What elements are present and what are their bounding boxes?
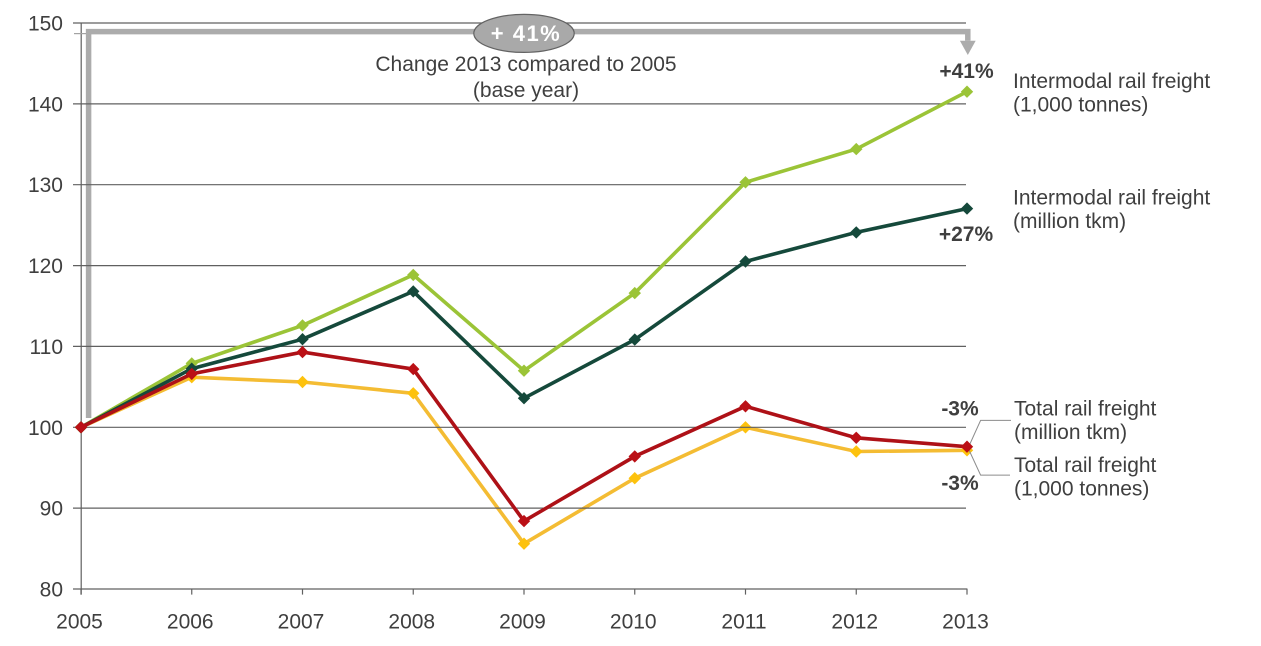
svg-text:-3%: -3% [941,398,979,421]
svg-text:(million tkm): (million tkm) [1013,210,1126,233]
svg-text:Intermodal rail freight: Intermodal rail freight [1013,186,1210,209]
svg-text:+ 41%: + 41% [491,21,562,46]
svg-text:(base year): (base year) [473,79,579,102]
svg-text:2005: 2005 [56,610,103,633]
svg-text:80: 80 [40,579,63,602]
svg-text:+41%: +41% [939,60,994,83]
svg-text:-3%: -3% [941,472,979,495]
svg-text:Intermodal rail freight: Intermodal rail freight [1013,70,1210,93]
svg-text:90: 90 [40,498,63,521]
svg-text:(1,000 tonnes): (1,000 tonnes) [1014,478,1149,501]
svg-text:2011: 2011 [721,610,766,633]
svg-text:2008: 2008 [388,610,435,633]
svg-text:2013: 2013 [942,610,989,633]
svg-text:140: 140 [28,93,63,116]
svg-text:2012: 2012 [831,610,878,633]
svg-text:110: 110 [30,336,63,359]
svg-text:2006: 2006 [167,610,214,633]
svg-text:150: 150 [28,13,63,36]
svg-text:100: 100 [28,417,63,440]
svg-text:2009: 2009 [499,610,546,633]
svg-text:Change 2013 compared to 2005: Change 2013 compared to 2005 [375,53,676,76]
svg-text:2007: 2007 [278,610,325,633]
svg-text:+27%: +27% [939,223,994,246]
svg-text:2010: 2010 [610,610,657,633]
svg-text:(million tkm): (million tkm) [1014,421,1127,444]
svg-text:120: 120 [28,255,63,278]
svg-text:Total rail freight: Total rail freight [1014,397,1157,420]
svg-text:130: 130 [28,174,63,197]
svg-text:Total rail freight: Total rail freight [1014,454,1157,477]
svg-text:(1,000 tonnes): (1,000 tonnes) [1013,93,1148,116]
